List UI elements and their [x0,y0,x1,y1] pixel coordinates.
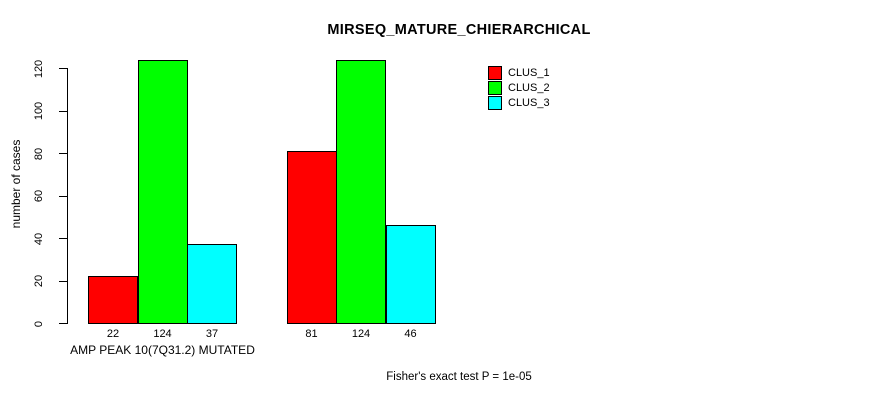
y-axis-tick-label: 40 [33,232,45,245]
y-axis-tick-label: 80 [33,147,45,160]
legend: CLUS_1 CLUS_2 CLUS_3 [488,66,550,111]
legend-label: CLUS_1 [508,67,550,79]
annotation-fishers-test: Fisher's exact test P = 1e-05 [386,371,532,383]
bar-value-label: 46 [404,328,417,340]
bar-clus_1-group1 [88,276,138,324]
legend-item-clus_2: CLUS_2 [488,81,550,95]
y-axis-tick-label: 100 [33,101,45,121]
legend-item-clus_1: CLUS_1 [488,66,550,80]
bar-value-label: 22 [106,328,120,340]
y-axis-tick [59,68,67,69]
bar-value-label: 124 [153,328,172,340]
y-axis-tick [59,153,67,154]
legend-item-clus_3: CLUS_3 [488,96,550,110]
legend-swatch-clus_3 [488,96,502,110]
bar-clus_2-group2 [336,59,386,324]
bar-clus_2-group1 [137,59,188,324]
y-axis-tick [59,195,67,197]
y-axis-tick-label: 60 [33,189,45,203]
chart-title: MIRSEQ_MATURE_CHIERARCHICAL [327,22,591,38]
bar-value-label: 37 [205,328,219,340]
bar-clus_1-group2 [286,150,337,324]
bar-value-label: 81 [305,328,318,340]
legend-label: CLUS_3 [508,97,550,109]
legend-swatch-clus_2 [488,81,502,95]
y-axis-tick [59,323,67,324]
y-axis-tick [59,280,67,282]
y-axis-tick-label: 20 [33,274,45,288]
y-axis-tick [59,110,67,112]
bar-clus_3-group2 [385,225,436,324]
y-axis-tick-label: 120 [33,59,45,78]
y-axis-tick-label: 0 [33,320,45,327]
y-axis-label: number of cases [9,139,23,229]
legend-label: CLUS_2 [508,82,550,94]
y-axis-tick [59,238,67,239]
bar-value-label: 124 [351,328,371,340]
y-axis-line [67,68,68,324]
legend-swatch-clus_1 [488,66,502,80]
x-axis-group-label: AMP PEAK 10(7Q31.2) MUTATED [70,343,255,357]
bar-clus_3-group1 [187,244,237,324]
